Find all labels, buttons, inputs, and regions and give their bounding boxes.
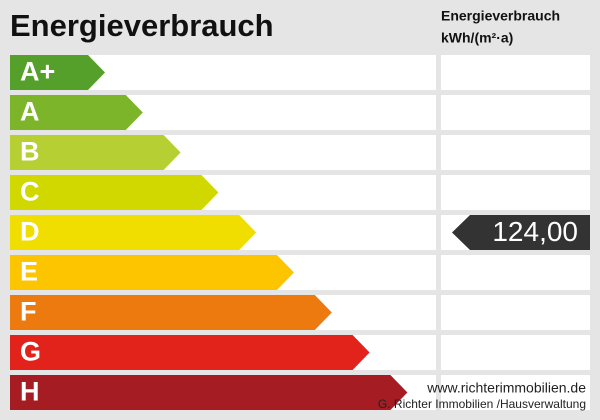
value-cell (441, 335, 590, 370)
class-label: D (20, 217, 40, 247)
title: Energieverbrauch (10, 8, 274, 43)
class-label: H (20, 377, 40, 407)
class-label: E (20, 257, 38, 287)
class-arrow (10, 175, 219, 210)
website: www.richterimmobilien.de (426, 380, 586, 396)
value-cell (441, 375, 590, 410)
value-cell (441, 175, 590, 210)
value-marker (452, 215, 590, 250)
class-arrow (10, 215, 257, 250)
value-cell (441, 55, 590, 90)
class-arrow (10, 95, 143, 130)
value-cell (441, 95, 590, 130)
class-label: G (20, 337, 41, 367)
class-arrow (10, 375, 408, 410)
value-label: 124,00 (492, 216, 578, 247)
value-cell (441, 135, 590, 170)
class-arrow (10, 295, 332, 330)
class-label: F (20, 297, 37, 327)
class-label: A (20, 97, 40, 127)
class-label: C (20, 177, 40, 207)
company: G. Richter Immobilien /Hausverwaltung (378, 397, 586, 411)
class-label: A+ (20, 57, 55, 87)
class-arrow (10, 135, 181, 170)
unit: kWh/(m²·a) (441, 30, 513, 46)
unit-title: Energieverbrauch (441, 8, 560, 24)
class-arrow (10, 335, 370, 370)
value-cell (441, 295, 590, 330)
value-cell (441, 255, 590, 290)
class-label: B (20, 137, 40, 167)
class-arrow (10, 55, 105, 90)
class-arrow (10, 255, 294, 290)
